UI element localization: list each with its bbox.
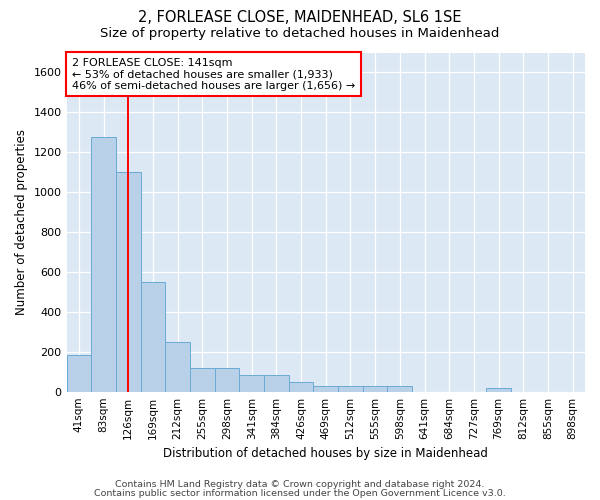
Bar <box>190 368 215 392</box>
Bar <box>91 138 116 392</box>
Bar <box>313 386 338 392</box>
X-axis label: Distribution of detached houses by size in Maidenhead: Distribution of detached houses by size … <box>163 447 488 460</box>
Text: Size of property relative to detached houses in Maidenhead: Size of property relative to detached ho… <box>100 28 500 40</box>
Text: 2, FORLEASE CLOSE, MAIDENHEAD, SL6 1SE: 2, FORLEASE CLOSE, MAIDENHEAD, SL6 1SE <box>138 10 462 25</box>
Bar <box>289 382 313 392</box>
Bar <box>116 172 140 392</box>
Bar <box>486 388 511 392</box>
Bar <box>388 386 412 392</box>
Y-axis label: Number of detached properties: Number of detached properties <box>15 129 28 315</box>
Bar <box>215 368 239 392</box>
Bar <box>264 374 289 392</box>
Text: Contains HM Land Registry data © Crown copyright and database right 2024.: Contains HM Land Registry data © Crown c… <box>115 480 485 489</box>
Bar <box>363 386 388 392</box>
Bar <box>67 355 91 392</box>
Bar <box>140 282 165 392</box>
Bar <box>338 386 363 392</box>
Bar <box>239 374 264 392</box>
Text: 2 FORLEASE CLOSE: 141sqm
← 53% of detached houses are smaller (1,933)
46% of sem: 2 FORLEASE CLOSE: 141sqm ← 53% of detach… <box>72 58 355 91</box>
Bar <box>165 342 190 392</box>
Text: Contains public sector information licensed under the Open Government Licence v3: Contains public sector information licen… <box>94 488 506 498</box>
